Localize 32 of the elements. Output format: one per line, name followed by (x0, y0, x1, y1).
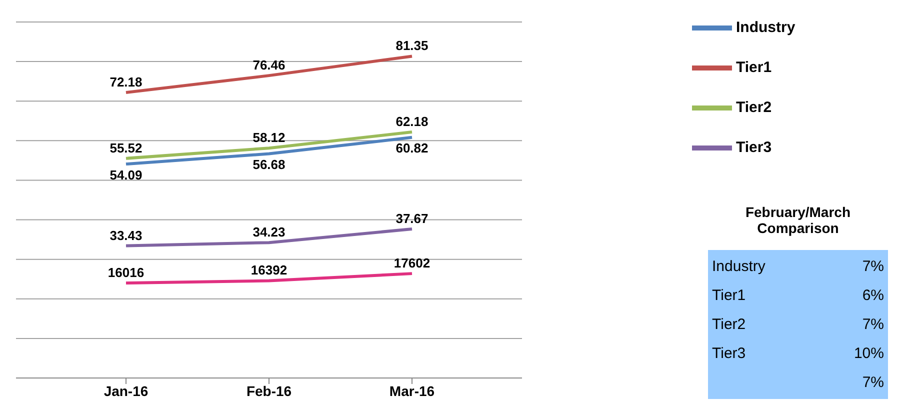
text: Tier1 (712, 286, 746, 306)
text: 10% (854, 344, 884, 364)
data-label: 60.82 (396, 140, 428, 156)
legend-label: Industry (736, 18, 796, 36)
x-tick-label: Feb-16 (246, 382, 292, 399)
data-label: 62.18 (396, 114, 428, 130)
text: 6% (862, 286, 884, 306)
data-label: 54.09 (110, 167, 142, 182)
data-label: 34.23 (252, 224, 286, 240)
legend-label: Tier1 (736, 58, 772, 76)
data-label: 56.68 (252, 157, 286, 172)
data-label: 81.35 (396, 38, 428, 54)
data-label: 37.67 (396, 210, 428, 226)
data-label: 17602 (394, 256, 430, 271)
legend-label: Tier2 (736, 98, 772, 116)
data-label: 16016 (108, 264, 144, 280)
x-tick-label: Mar-16 (389, 382, 435, 399)
x-tick-label: Jan-16 (104, 382, 148, 399)
data-label: 58.12 (252, 130, 286, 146)
data-label: 55.52 (110, 140, 142, 156)
text: 7% (862, 257, 884, 277)
data-label: 16392 (250, 262, 288, 278)
text: February/March Comparison (744, 204, 852, 236)
data-label: 76.46 (252, 58, 286, 73)
text: Tier2 (712, 315, 746, 335)
text: 7% (862, 315, 884, 335)
text: 7% (862, 373, 884, 393)
data-label: 72.18 (110, 74, 142, 90)
data-label: 33.43 (110, 228, 142, 243)
text: Industry (712, 257, 766, 277)
text: Tier3 (712, 344, 746, 364)
legend-label: Tier3 (736, 138, 772, 156)
